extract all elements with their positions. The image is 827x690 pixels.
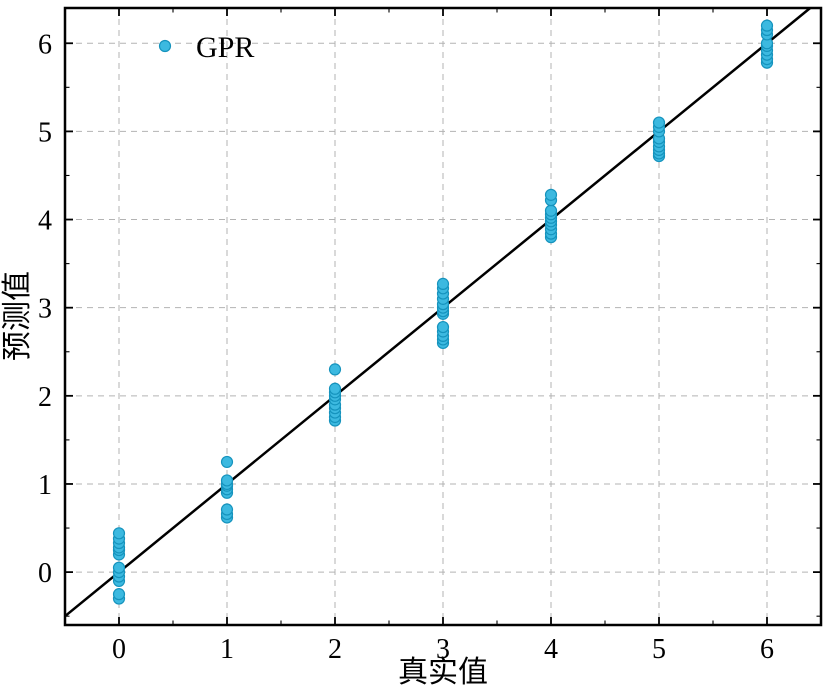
legend-label: GPR [196,31,254,64]
svg-text:0: 0 [112,634,126,665]
svg-text:2: 2 [38,382,52,413]
svg-text:6: 6 [760,634,774,665]
scatter-points [112,19,774,605]
svg-text:0: 0 [38,558,52,589]
svg-text:2: 2 [328,634,342,665]
svg-text:6: 6 [38,29,52,60]
svg-text:5: 5 [652,634,666,665]
legend: GPR [158,31,254,64]
y-tick-labels: 0 1 2 3 4 5 6 [38,29,52,589]
axis-ticks [65,8,821,625]
grid-lines [65,8,821,625]
svg-text:3: 3 [436,634,450,665]
x-axis-label: 真实值 [398,656,488,689]
svg-text:1: 1 [220,634,234,665]
svg-text:5: 5 [38,117,52,148]
legend-marker-icon [158,39,172,53]
svg-text:4: 4 [38,206,52,237]
y-axis-label: 预测值 [1,271,34,361]
svg-text:4: 4 [544,634,558,665]
plot-area: 0 1 2 3 4 5 6 0 1 2 3 4 5 6 [38,6,823,665]
x-tick-labels: 0 1 2 3 4 5 6 [112,634,774,665]
svg-text:3: 3 [38,294,52,325]
svg-text:1: 1 [38,470,52,501]
